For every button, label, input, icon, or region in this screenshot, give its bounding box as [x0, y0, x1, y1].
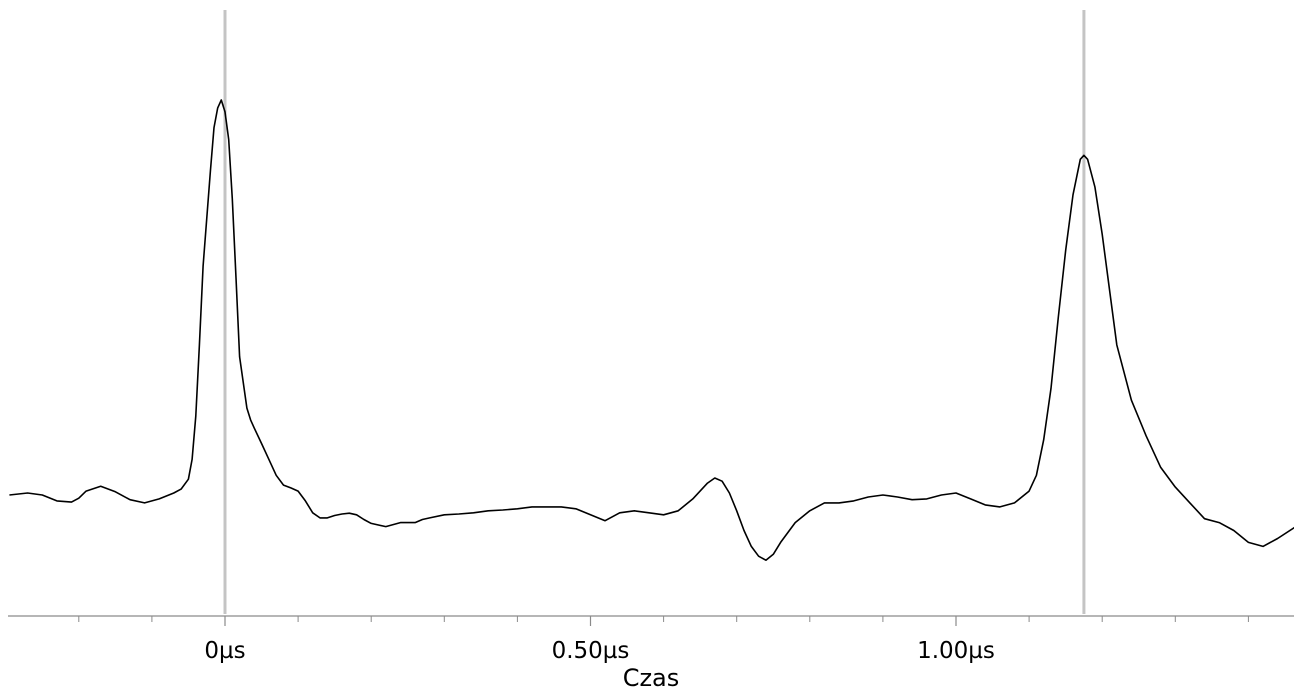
series-layer	[9, 99, 1294, 562]
vertical-markers	[223, 10, 1086, 614]
x-axis-title: Czas	[623, 664, 680, 692]
x-axis-ticks: 0µs 0.50µs 1.00µs	[78, 616, 1249, 664]
tick-label-0: 0µs	[204, 638, 245, 664]
series-line-0	[9, 99, 1294, 562]
tick-label-2: 1.00µs	[917, 638, 995, 664]
tick-label-1: 0.50µs	[552, 638, 630, 664]
